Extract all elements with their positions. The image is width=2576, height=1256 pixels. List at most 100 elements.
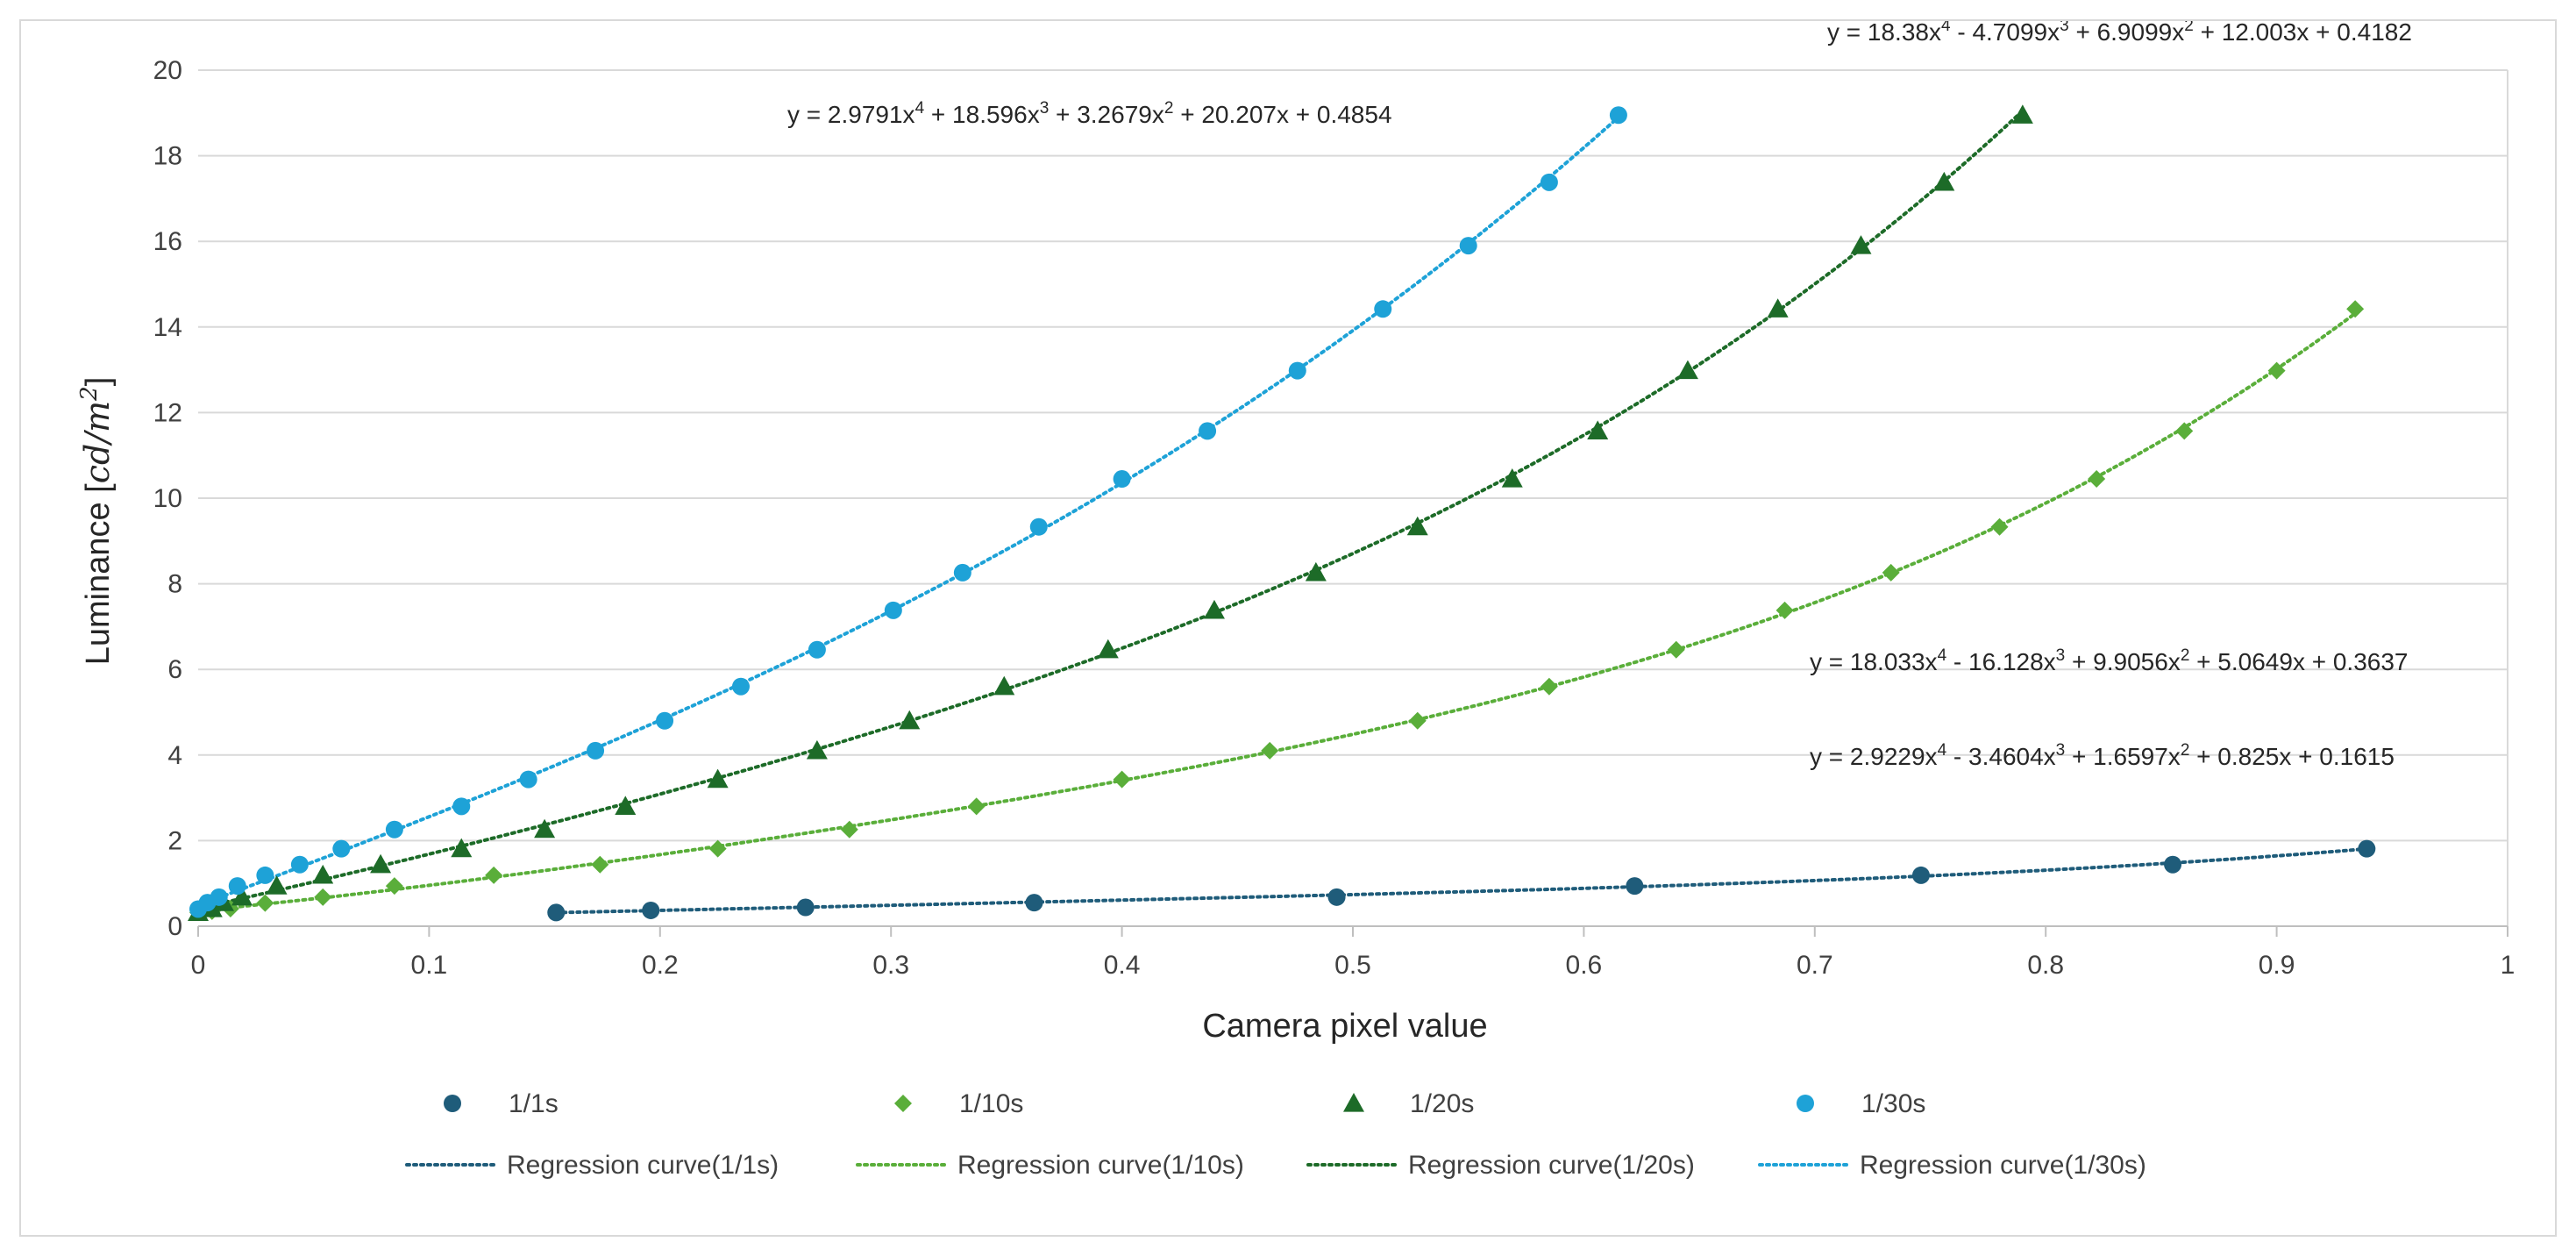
y-axis-title-prefix: Luminance [ bbox=[80, 483, 117, 665]
data-point-1-20s bbox=[451, 838, 473, 858]
regression-equation: y = 18.033x4 - 16.128x3 + 9.9056x2 + 5.0… bbox=[1810, 646, 2409, 675]
data-point-1-20s bbox=[1406, 516, 1428, 536]
data-point-1-30s bbox=[256, 866, 274, 884]
data-point-1-20s bbox=[615, 796, 637, 815]
data-point-1-30s bbox=[656, 711, 674, 730]
x-tick-label: 0.2 bbox=[642, 951, 679, 980]
legend-marker-1-30s bbox=[1797, 1095, 1814, 1112]
data-point-1-20s bbox=[806, 739, 828, 760]
regression-curve-1-10s bbox=[196, 311, 2358, 913]
y-tick-label: 2 bbox=[167, 826, 182, 855]
y-tick-label: 4 bbox=[167, 741, 182, 770]
data-point-1-20s bbox=[707, 768, 729, 789]
data-point-1-30s bbox=[1199, 422, 1217, 440]
regression-curve-1-20s bbox=[196, 109, 2025, 910]
data-point-1-10s bbox=[1775, 601, 1794, 619]
data-point-1-1s bbox=[547, 903, 566, 922]
data-point-1-10s bbox=[1408, 711, 1427, 730]
data-point-1-20s bbox=[1305, 561, 1327, 582]
x-tick-label: 0 bbox=[191, 951, 206, 980]
data-point-1-30s bbox=[953, 563, 971, 582]
data-point-1-1s bbox=[1911, 866, 1930, 884]
data-point-1-10s bbox=[1113, 770, 1131, 789]
data-point-1-20s bbox=[312, 864, 334, 884]
regression-equations: y = 2.9229x4 - 3.4604x3 + 1.6597x2 + 0.8… bbox=[787, 21, 2412, 770]
data-point-1-10s bbox=[1882, 563, 1900, 582]
y-tick-label: 0 bbox=[167, 912, 182, 941]
data-point-1-10s bbox=[840, 820, 858, 839]
data-point-1-20s bbox=[899, 710, 921, 730]
y-axis-title-unit: cd/m bbox=[78, 401, 117, 483]
regression-curves bbox=[196, 109, 2369, 915]
data-point-1-30s bbox=[731, 677, 750, 696]
x-tick-label: 0.9 bbox=[2259, 951, 2295, 980]
data-point-1-30s bbox=[587, 741, 605, 760]
data-points bbox=[188, 104, 2376, 922]
x-tick-label: 0.7 bbox=[1797, 951, 1833, 980]
data-point-1-10s bbox=[967, 797, 986, 816]
data-point-1-1s bbox=[1327, 888, 1346, 906]
x-tick-label: 0.6 bbox=[1566, 951, 1603, 980]
x-tick-label: 0.5 bbox=[1334, 951, 1371, 980]
data-point-1-20s bbox=[266, 875, 288, 895]
x-tick-label: 1 bbox=[2501, 951, 2516, 980]
data-point-1-30s bbox=[228, 877, 246, 896]
data-point-1-30s bbox=[210, 888, 228, 906]
legend-label-1-30s: 1/30s bbox=[1861, 1089, 1925, 1118]
data-point-1-20s bbox=[993, 675, 1015, 696]
regression-equation: y = 2.9791x4 + 18.596x3 + 3.2679x2 + 20.… bbox=[787, 99, 1392, 128]
chart-container: 0 2 4 6 8 10 12 14 16 18 20 0 0.1 0.2 0.3 0.4 0.5 0.6 0.7 0… bbox=[19, 19, 2557, 1237]
y-tick-label: 16 bbox=[153, 227, 182, 256]
legend-label-1-1s: 1/1s bbox=[509, 1089, 559, 1118]
y-tick-label: 6 bbox=[167, 655, 182, 684]
data-point-1-1s bbox=[796, 898, 815, 917]
y-tick-label: 18 bbox=[153, 142, 182, 171]
data-point-1-30s bbox=[519, 770, 537, 789]
data-point-1-10s bbox=[385, 877, 403, 896]
data-point-1-20s bbox=[534, 818, 556, 839]
regression-curve-1-1s bbox=[554, 846, 2369, 915]
legend-label-1-10s: 1/10s bbox=[959, 1089, 1023, 1118]
y-axis-title-suffix: ] bbox=[80, 377, 117, 387]
y-tick-label: 8 bbox=[167, 570, 182, 599]
data-point-1-30s bbox=[1288, 361, 1306, 380]
x-tick-label: 0.4 bbox=[1104, 951, 1141, 980]
data-point-1-20s bbox=[2011, 104, 2033, 124]
data-point-1-30s bbox=[1374, 300, 1392, 318]
data-point-1-20s bbox=[1587, 420, 1609, 439]
legend-regression-label-1-30s: Regression curve(1/30s) bbox=[1860, 1151, 2146, 1180]
y-axis-title: Luminance [cd/m2] bbox=[76, 377, 117, 666]
y-tick-label: 14 bbox=[153, 313, 182, 342]
data-point-1-10s bbox=[2088, 470, 2106, 489]
data-point-1-30s bbox=[808, 640, 826, 659]
data-point-1-30s bbox=[385, 820, 403, 839]
legend-marker-1-1s bbox=[444, 1095, 461, 1112]
x-axis-title: Camera pixel value bbox=[1202, 1008, 1487, 1045]
data-point-1-1s bbox=[2358, 839, 2376, 858]
data-point-1-1s bbox=[1626, 877, 1644, 896]
data-point-1-30s bbox=[1540, 173, 1558, 191]
data-point-1-10s bbox=[2175, 422, 2194, 440]
data-point-1-1s bbox=[1025, 894, 1043, 912]
data-point-1-20s bbox=[370, 853, 392, 874]
data-point-1-10s bbox=[708, 839, 727, 858]
data-point-1-20s bbox=[1501, 468, 1523, 488]
data-point-1-10s bbox=[2267, 361, 2286, 380]
y-tick-label: 10 bbox=[153, 484, 182, 513]
legend-label-1-20s: 1/20s bbox=[1410, 1089, 1474, 1118]
y-tick-label: 20 bbox=[153, 56, 182, 85]
data-point-1-30s bbox=[452, 797, 471, 816]
data-point-1-30s bbox=[1459, 237, 1477, 255]
data-point-1-10s bbox=[1667, 640, 1685, 659]
x-tick-label: 0.8 bbox=[2027, 951, 2064, 980]
data-point-1-20s bbox=[231, 886, 253, 906]
data-point-1-20s bbox=[1933, 171, 1955, 191]
data-point-1-30s bbox=[1029, 517, 1048, 536]
data-point-1-10s bbox=[1990, 517, 2009, 536]
data-point-1-30s bbox=[290, 855, 309, 874]
legend-regression-label-1-10s: Regression curve(1/10s) bbox=[957, 1151, 1244, 1180]
data-point-1-1s bbox=[642, 901, 660, 919]
data-point-1-10s bbox=[2346, 300, 2365, 318]
data-point-1-10s bbox=[591, 855, 609, 874]
